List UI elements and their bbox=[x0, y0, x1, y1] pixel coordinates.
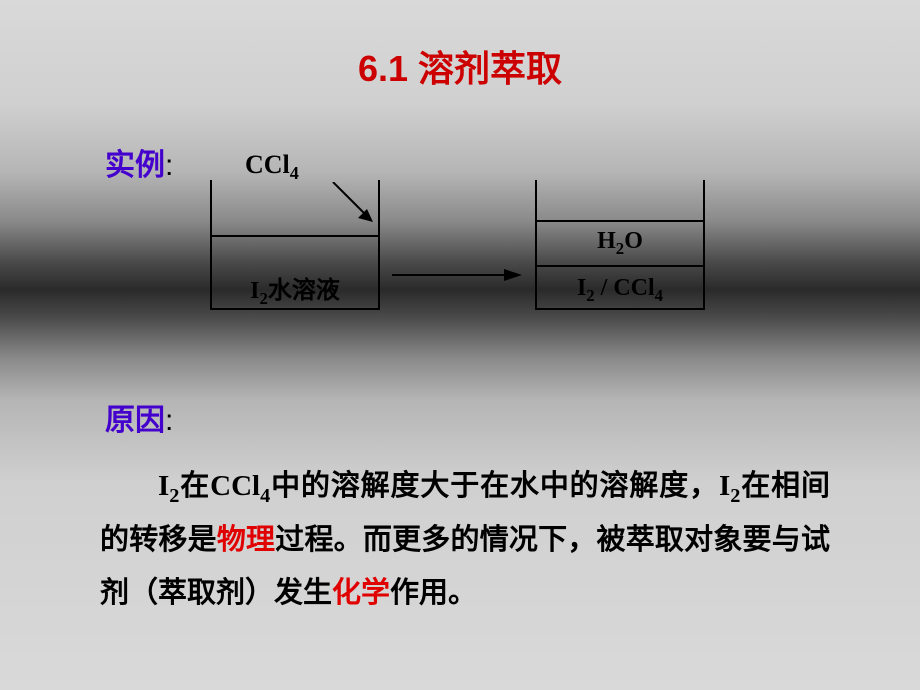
extraction-diagram: CCl4 I2水溶液 bbox=[210, 170, 720, 340]
t1: I bbox=[158, 470, 169, 502]
example-label: 实例: bbox=[105, 140, 173, 184]
b-sub1: 2 bbox=[586, 286, 594, 305]
i2-post: 水溶液 bbox=[268, 278, 340, 304]
example-colon: : bbox=[165, 149, 173, 182]
beaker-right-bottom-content: I2 / CCl4 bbox=[535, 275, 705, 306]
beaker-right: H2O I2 / CCl4 bbox=[535, 180, 705, 310]
reason-label: 原因: bbox=[105, 395, 173, 439]
highlight-chemical: 化学 bbox=[332, 577, 390, 609]
beaker-left: I2水溶液 bbox=[210, 180, 380, 310]
reason-colon: : bbox=[165, 404, 173, 437]
t3: 中的溶解度大于在水中的溶解度，I bbox=[270, 470, 730, 502]
slide: 6.1 溶剂萃取 实例: CCl4 I2水溶液 bbox=[0, 0, 920, 690]
t2: 在CCl bbox=[179, 470, 260, 502]
b-mid: / CCl bbox=[595, 275, 655, 301]
t6: 作用。 bbox=[390, 577, 477, 609]
highlight-physical: 物理 bbox=[217, 524, 275, 556]
reason-text: 原因 bbox=[105, 404, 165, 437]
beaker-bottom bbox=[535, 308, 705, 310]
b-sub2: 4 bbox=[655, 286, 663, 305]
h2o-sub: 2 bbox=[616, 239, 624, 258]
h2o-post: O bbox=[624, 228, 643, 254]
liquid-surface bbox=[212, 235, 378, 237]
t1s: 2 bbox=[169, 485, 179, 507]
h2o-pre: H bbox=[597, 228, 616, 254]
b-pre: I bbox=[577, 275, 586, 301]
liquid-surface-top bbox=[537, 220, 703, 222]
body-paragraph: I2在CCl4中的溶解度大于在水中的溶解度，I2在相间的转移是物理过程。而更多的… bbox=[100, 460, 830, 619]
slide-title: 6.1 溶剂萃取 bbox=[0, 0, 920, 92]
beaker-left-content: I2水溶液 bbox=[210, 270, 380, 309]
t2s: 4 bbox=[260, 485, 270, 507]
liquid-surface-mid bbox=[537, 265, 703, 267]
arrow-right-icon bbox=[392, 265, 522, 285]
t3s: 2 bbox=[730, 485, 740, 507]
ccl4-pre: CCl bbox=[245, 150, 290, 179]
beaker-right-top-content: H2O bbox=[535, 228, 705, 259]
example-text: 实例 bbox=[105, 149, 165, 182]
i2-sub: 2 bbox=[259, 289, 267, 308]
